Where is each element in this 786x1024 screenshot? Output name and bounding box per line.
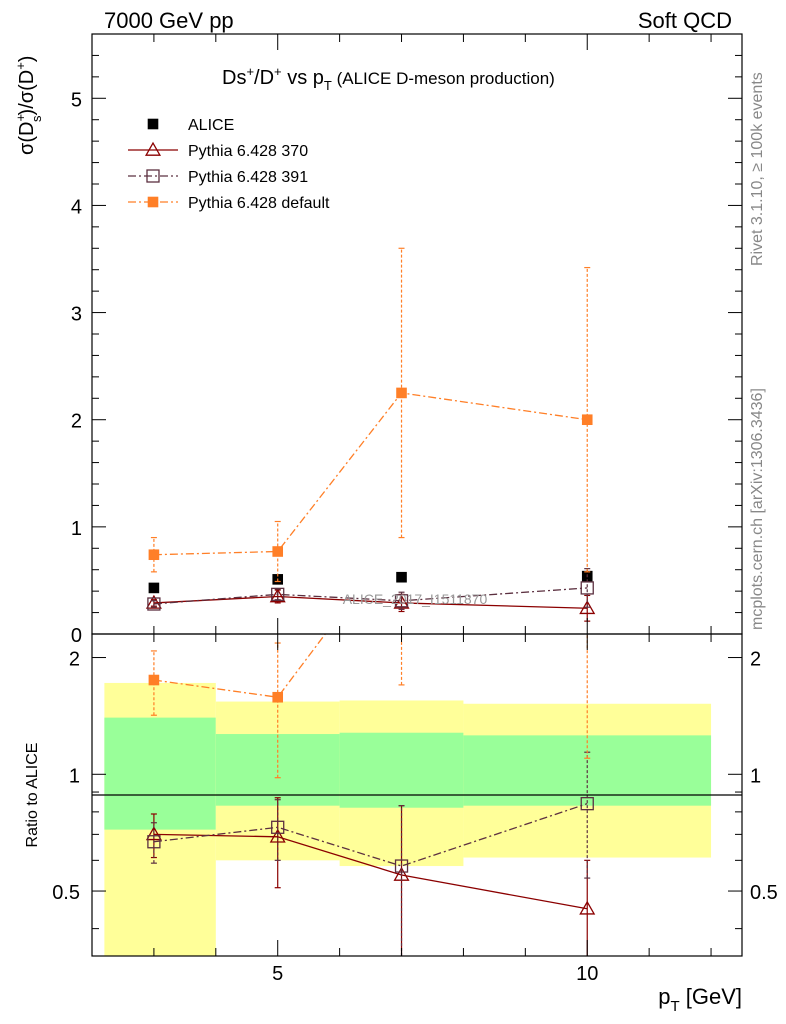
main-y-tick-label: 2	[71, 411, 82, 433]
legend-pythia-6-428-default-label: Pythia 6.428 default	[188, 195, 330, 212]
ratio-y-tick-label: 0.5	[750, 882, 778, 904]
ratio-band-green	[339, 732, 464, 808]
legend-pythia-6-428-391-marker	[146, 169, 160, 183]
main-pythia-6-428-391-line	[153, 587, 588, 605]
ratio-y-tick-label: 2	[69, 649, 80, 671]
legend-pythia-6-428-370-marker	[144, 141, 162, 156]
chart-title: Ds+/D+ vs pT (ALICE D-meson production)	[222, 64, 555, 93]
main-pythia-6-428-370-point	[145, 594, 162, 609]
main-pythia-6-428-391-point	[394, 594, 409, 608]
ratio-pythia-6-428-391-point	[394, 859, 409, 873]
main-panel-data	[145, 247, 596, 622]
main-pythia-6-428-default-point	[581, 414, 593, 426]
header-category-label: Soft QCD	[638, 8, 732, 33]
main-pythia-6-428-370-point	[269, 588, 286, 603]
ratio-pythia-6-428-370-line	[153, 833, 588, 910]
main-pythia-6-428-default-point	[396, 387, 407, 399]
main-pythia-6-428-370-line	[153, 595, 588, 609]
ratio-y-tick-label: 1	[750, 765, 761, 787]
ratio-pythia-6-428-default-point	[272, 691, 284, 703]
ratio-band-green	[104, 717, 216, 830]
main-y-tick-label: 1	[71, 518, 82, 540]
legend-pythia-6-428-391-label: Pythia 6.428 391	[188, 169, 308, 186]
ratio-pythia-6-428-391-point	[271, 820, 285, 834]
header-collision-label: 7000 GeV pp	[104, 8, 234, 33]
main-pythia-6-428-391-point	[147, 597, 161, 611]
ratio-y-axis-label: Ratio to ALICE	[24, 743, 41, 848]
ratio-pythia-6-428-370-point	[579, 900, 596, 915]
x-tick-label: 5	[272, 963, 283, 985]
ratio-y-tick-label: 2	[750, 649, 761, 671]
ratio-pythia-6-428-391-line	[153, 803, 588, 867]
main-alice-point	[396, 571, 407, 583]
ratio-panel-frame	[91, 633, 743, 957]
main-pythia-6-428-default-point	[148, 549, 160, 561]
ratio-pythia-6-428-370-point	[269, 828, 286, 843]
legend-alice-marker	[147, 118, 159, 130]
main-pythia-6-428-default-point	[272, 546, 284, 557]
ratio-y-tick-label: 1	[69, 765, 80, 787]
main-pythia-6-428-391-point	[580, 581, 594, 595]
ratio-panel-data	[145, 634, 596, 956]
ratio-uncertainty-bands	[104, 682, 712, 956]
main-y-tick-label: 3	[71, 304, 82, 326]
legend: ALICE Pythia 6.428 370 Pythia 6.428 391 Pyt…	[128, 117, 330, 212]
mcplots-reference-note: mcplots.cern.ch [arXiv:1306.3436]	[749, 388, 766, 630]
legend-alice-label: ALICE	[188, 117, 234, 134]
main-pythia-6-428-370-point	[579, 600, 596, 615]
ratio-pythia-6-428-391-point	[147, 835, 161, 849]
ratio-pythia-6-428-default-point	[148, 674, 160, 686]
x-axis-label: pT [GeV]	[658, 984, 742, 1015]
ratio-pythia-6-428-default-line	[153, 634, 327, 698]
main-y-tick-label: 0	[71, 625, 82, 647]
main-y-axis-label: σ(D+s)/σ(D+)	[13, 56, 44, 155]
main-pythia-6-428-391-point	[271, 587, 285, 602]
ratio-pythia-6-428-370-point	[145, 826, 162, 841]
main-pythia-6-428-default-line	[153, 392, 588, 556]
ratio-pythia-6-428-391-point	[580, 797, 594, 811]
ratio-y-tick-label: 0.5	[52, 882, 80, 904]
x-tick-label: 10	[576, 963, 598, 985]
main-y-tick-label: 4	[71, 196, 82, 218]
main-y-tick-label: 5	[71, 89, 82, 111]
analysis-watermark: ALICE_2017_I1511870	[343, 591, 488, 607]
legend-pythia-6-428-default-marker	[147, 196, 159, 208]
legend-pythia-6-428-370-label: Pythia 6.428 370	[188, 143, 308, 160]
axis-ticks: 0 1 2 3 4 5 5 10 0.5 0.5 1 1 2 2	[52, 34, 778, 985]
rivet-version-note: Rivet 3.1.10, ≥ 100k events	[749, 72, 766, 266]
main-alice-point	[148, 582, 160, 594]
